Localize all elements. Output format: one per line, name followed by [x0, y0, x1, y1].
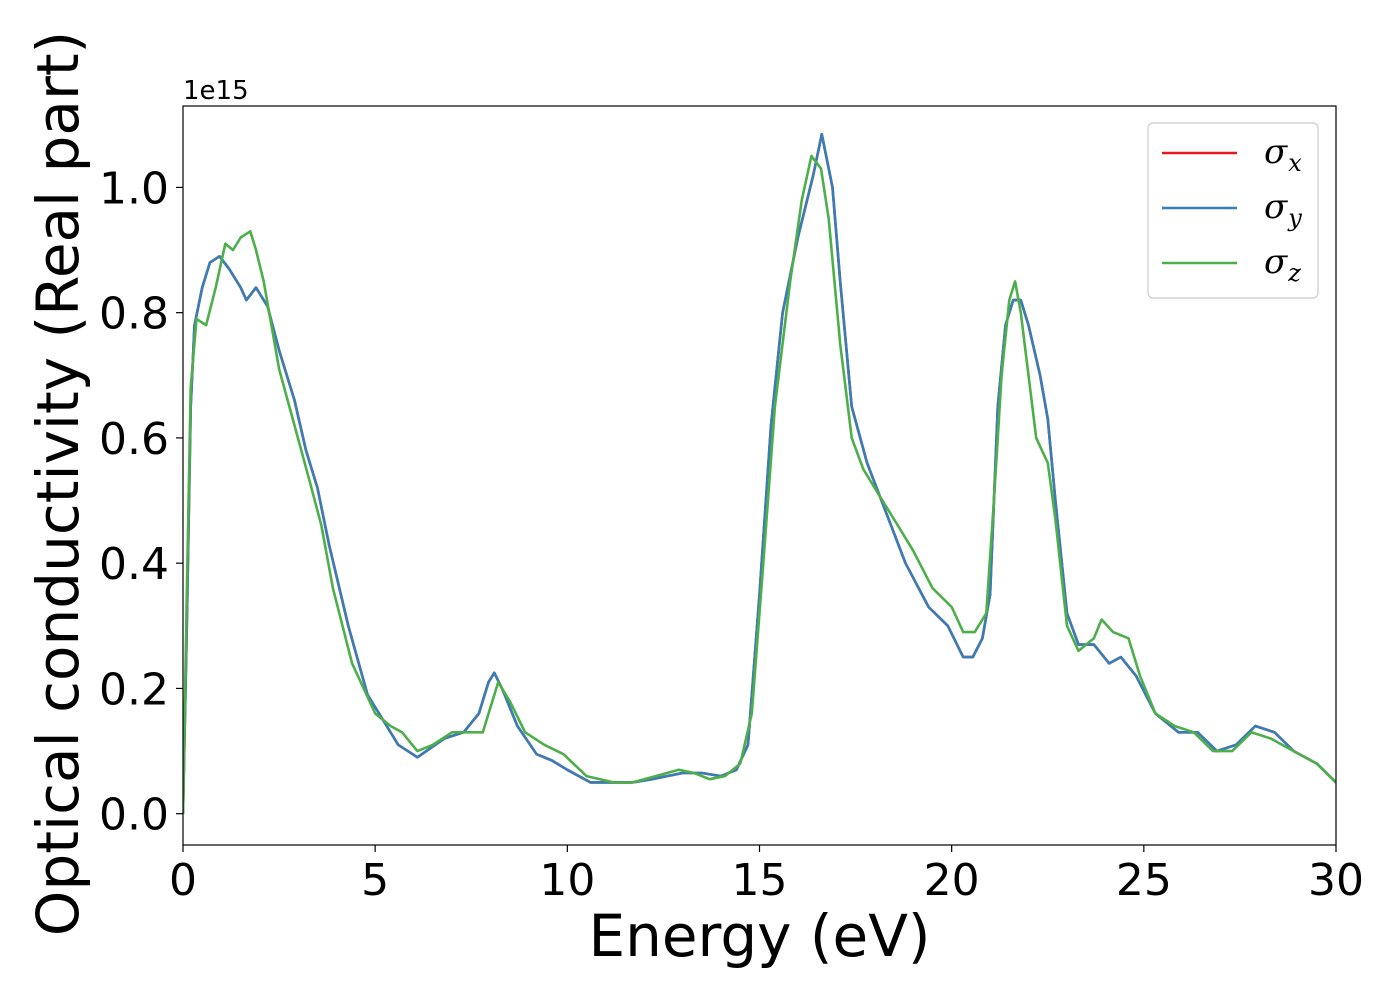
x-tick-label: 30: [1308, 855, 1364, 906]
y-tick-label: 0.8: [99, 289, 169, 340]
legend-box: [1147, 122, 1319, 299]
x-tick-label: 0: [169, 855, 197, 906]
y-tick-label: 0.6: [99, 414, 169, 465]
y-tick-label: 0.4: [99, 539, 169, 590]
x-tick-label: 15: [732, 855, 788, 906]
x-tick-label: 25: [1116, 855, 1172, 906]
y-tick-label: 0.0: [99, 790, 169, 841]
x-tick-label: 5: [361, 855, 389, 906]
y-axis-title: Optical conductivity (Real part): [24, 31, 92, 936]
x-tick-label: 20: [924, 855, 980, 906]
series-line-sigma-y: [183, 132, 1336, 814]
series-line-sigma-z: [183, 154, 1336, 814]
y-axis-offset-label: 1e15: [183, 76, 249, 106]
x-axis-title: Energy (eV): [588, 902, 930, 970]
series-layer: [183, 132, 1336, 814]
y-axis-ticks: 0.0 0.2 0.4 0.6 0.8 1.0: [99, 163, 183, 841]
x-tick-label: 10: [539, 855, 595, 906]
y-tick-label: 0.2: [99, 664, 169, 715]
x-axis-ticks: 0 5 10 15 20 25 30: [169, 845, 1364, 906]
y-tick-label: 1.0: [99, 163, 169, 214]
